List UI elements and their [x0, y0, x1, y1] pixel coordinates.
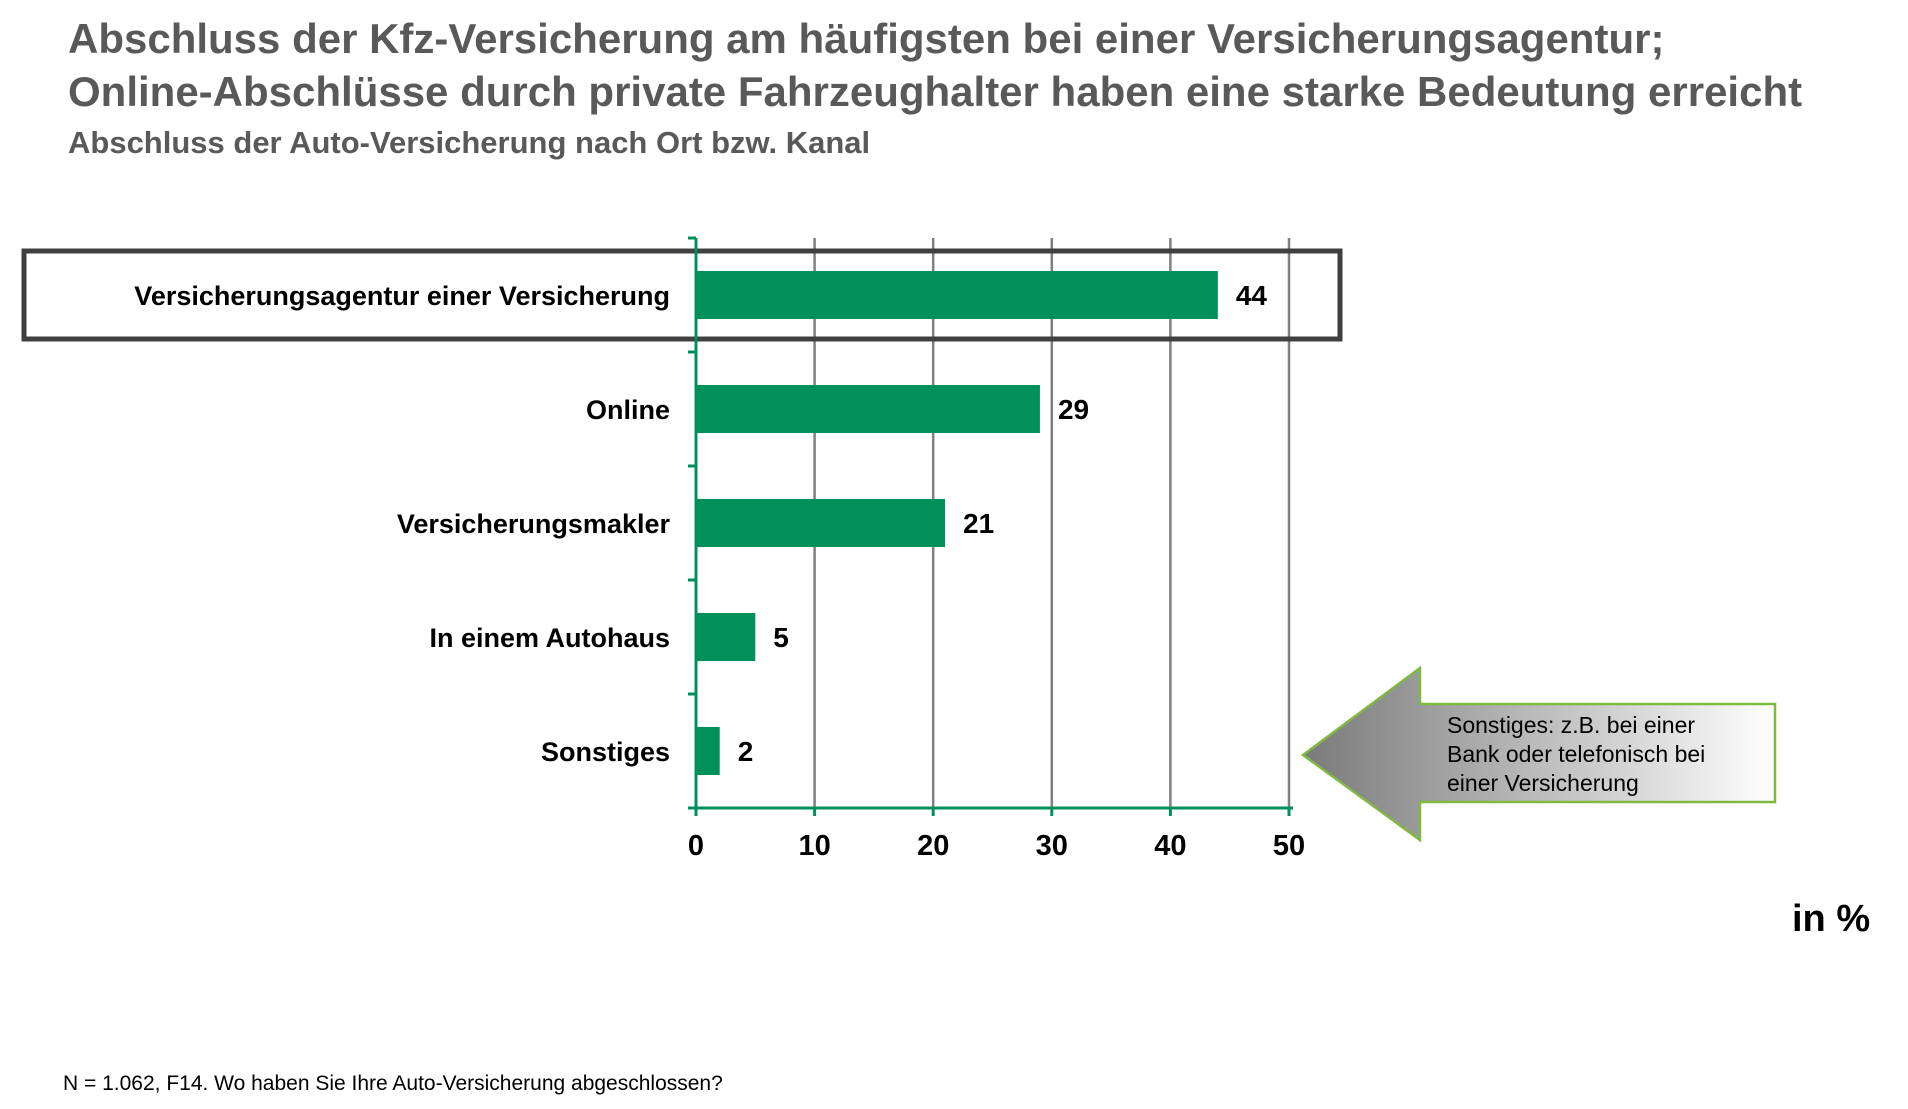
annotation-callout: Sonstiges: z.B. bei einer Bank oder tele… — [1300, 665, 1777, 843]
highlight-frame — [21, 248, 1343, 342]
left-arrow-icon — [1300, 665, 1777, 843]
value-label-3: 21 — [963, 508, 994, 539]
x-tick-label-30: 30 — [1036, 830, 1068, 862]
value-label-2: 29 — [1058, 394, 1089, 425]
x-tick-label-50: 50 — [1273, 830, 1305, 862]
x-tick-label-20: 20 — [917, 830, 949, 862]
page-title: Abschluss der Kfz-Versicherung am häufig… — [68, 12, 1802, 118]
category-label-4: In einem Autohaus — [429, 623, 670, 653]
footnote: N = 1.062, F14. Wo haben Sie Ihre Auto-V… — [63, 1072, 723, 1095]
bar-2 — [696, 385, 1040, 433]
x-tick-label-0: 0 — [688, 830, 704, 862]
page-subtitle: Abschluss der Auto-Versicherung nach Ort… — [68, 125, 871, 160]
value-label-4: 5 — [773, 622, 789, 653]
bar-4 — [696, 613, 756, 661]
x-tick-label-10: 10 — [798, 830, 830, 862]
annotation-line-1: Sonstiges: z.B. bei einer — [1447, 712, 1695, 738]
bar-5 — [696, 727, 720, 775]
title-line-1: Abschluss der Kfz-Versicherung am häufig… — [68, 15, 1665, 62]
value-label-5: 2 — [738, 736, 754, 767]
category-label-1: Versicherungsagentur einer Versicherung — [134, 281, 670, 311]
category-label-2: Online — [586, 395, 670, 425]
bar-3 — [696, 499, 946, 547]
bar-1 — [696, 271, 1218, 319]
annotation-line-2: Bank oder telefonisch bei — [1447, 741, 1705, 767]
title-line-2: Online-Abschlüsse durch private Fahrzeug… — [68, 68, 1803, 115]
value-label-1: 44 — [1236, 280, 1268, 311]
category-label-5: Sonstiges — [541, 737, 670, 767]
x-tick-label-40: 40 — [1154, 830, 1186, 862]
category-label-3: Versicherungsmakler — [397, 509, 671, 539]
unit-label: in % — [1792, 898, 1871, 940]
annotation-line-3: einer Versicherung — [1447, 770, 1639, 796]
